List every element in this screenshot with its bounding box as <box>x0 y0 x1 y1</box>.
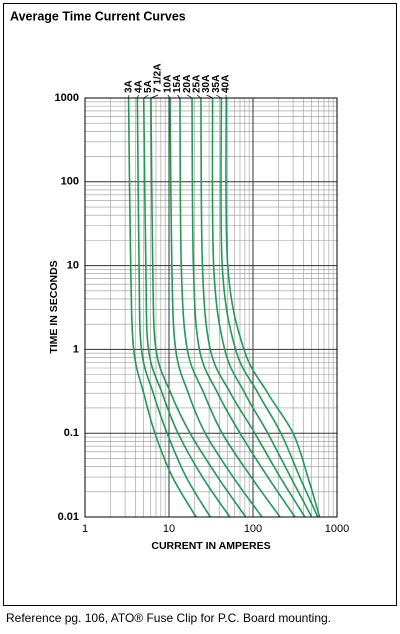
curve-label: 10A <box>162 75 173 93</box>
curve <box>225 97 321 518</box>
x-axis-label: CURRENT IN AMPERES <box>151 540 270 552</box>
curve-label: 3A <box>124 80 135 93</box>
y-axis-label: TIME IN SECONDS <box>48 260 60 353</box>
curve-label: 25A <box>192 75 203 93</box>
grid <box>84 97 338 518</box>
x-tick-label: 100 <box>244 523 262 535</box>
y-tick-label: 10 <box>67 260 79 272</box>
curve <box>136 97 211 518</box>
curve <box>179 97 281 518</box>
curve <box>200 97 306 518</box>
curve <box>211 97 313 518</box>
y-tick-label: 1 <box>73 343 79 355</box>
curve-label: 30A <box>201 75 212 93</box>
y-tick-label: 100 <box>61 176 79 188</box>
y-tick-label: 0.1 <box>64 427 79 439</box>
curve-label: 7 1/2A <box>153 64 164 93</box>
chart-title: Average Time Current Curves <box>10 9 186 23</box>
plot-border <box>84 97 338 518</box>
curve <box>142 97 231 518</box>
footnote: Reference pg. 106, ATO® Fuse Clip for P.… <box>6 611 331 625</box>
frame <box>3 3 397 606</box>
curve-label: 15A <box>172 75 183 93</box>
curve <box>127 97 197 518</box>
y-tick-label: 1000 <box>55 92 79 104</box>
y-tick-label: 0.01 <box>58 511 79 523</box>
x-tick-label: 1000 <box>325 523 349 535</box>
curve <box>150 97 247 518</box>
curve <box>169 97 263 518</box>
curve-label: 5A <box>143 80 154 93</box>
x-tick-label: 1 <box>82 523 88 535</box>
x-tick-label: 10 <box>163 523 175 535</box>
curve <box>220 97 319 518</box>
curve-label: 20A <box>182 75 193 93</box>
curve-label: 40A <box>221 75 232 93</box>
curve-label: 4A <box>133 80 144 93</box>
curve <box>191 97 296 518</box>
curve-label: 35A <box>211 75 222 93</box>
